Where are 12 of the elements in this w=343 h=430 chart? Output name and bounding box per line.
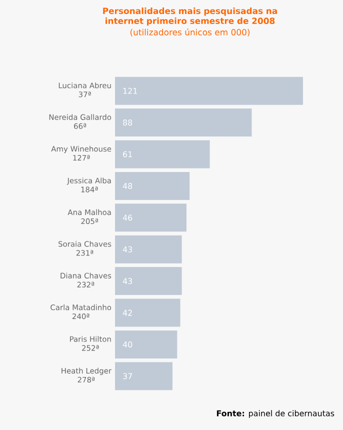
- chart-title: Personalidades mais pesquisadas na internet primeiro semestre de 2008: [103, 8, 277, 26]
- bar: [115, 76, 304, 105]
- bar: [115, 298, 180, 327]
- bar: [115, 362, 172, 390]
- bar: [115, 235, 182, 264]
- bar: [115, 140, 210, 168]
- bar: [115, 204, 186, 232]
- bar: [115, 330, 178, 358]
- bar: [115, 267, 182, 296]
- chart-subtitle: (utilizadores únicos em 000): [130, 28, 250, 36]
- bar: [115, 108, 252, 137]
- bar: [115, 172, 190, 200]
